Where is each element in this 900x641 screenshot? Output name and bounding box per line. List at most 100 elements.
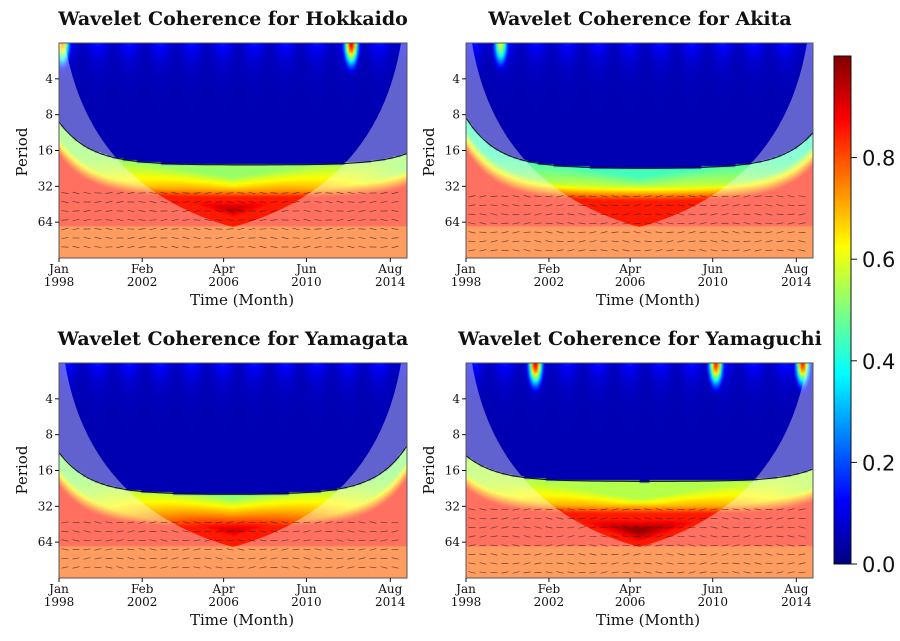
- y-tick-label: 64: [38, 215, 54, 229]
- x-tick-label: 1998: [44, 595, 75, 609]
- heatmap-area: [58, 42, 408, 259]
- y-tick-label: 64: [445, 215, 461, 229]
- y-axis-label: Period: [13, 127, 31, 176]
- x-tick-label: Apr: [212, 262, 235, 276]
- x-tick-label: Jan: [454, 262, 476, 276]
- x-tick-label: Jun: [294, 582, 317, 596]
- y-tick-label: 8: [45, 428, 53, 442]
- x-tick-label: Aug: [377, 262, 402, 276]
- x-tick-label: 2006: [208, 275, 239, 289]
- x-axis-label: Time (Month): [190, 611, 294, 629]
- colorbar-tick-label: 0.8: [862, 147, 895, 171]
- x-tick-label: 2002: [127, 275, 158, 289]
- y-tick-label: 8: [452, 428, 460, 442]
- colorbar-tick-label: 0.4: [862, 350, 895, 374]
- x-tick-label: Jan: [47, 582, 69, 596]
- x-tick-label: Aug: [783, 582, 808, 596]
- phase-arrows: [468, 508, 806, 574]
- x-tick-label: Jun: [701, 582, 724, 596]
- x-tick-label: 2006: [615, 275, 646, 289]
- y-tick-label: 4: [45, 72, 53, 86]
- x-tick-label: 2014: [375, 595, 406, 609]
- cone-of-influence: [466, 363, 813, 578]
- y-tick-label: 16: [445, 144, 460, 158]
- panel-title: Wavelet Coherence for Hokkaido: [57, 8, 408, 30]
- panel-title: Wavelet Coherence for Yamagata: [57, 328, 409, 350]
- coherence-field: [59, 43, 407, 258]
- x-tick-label: Feb: [538, 262, 561, 276]
- colorbar-ticks: 0.0 0.2 0.4 0.6 0.8: [851, 147, 895, 577]
- x-tick-label: 2014: [375, 275, 406, 289]
- x-tick-label: 2006: [615, 595, 646, 609]
- x-tick-label: Apr: [618, 262, 641, 276]
- y-tick-label: 4: [452, 392, 460, 406]
- x-tick-label: Aug: [783, 262, 808, 276]
- x-tick-label: 2002: [127, 595, 158, 609]
- y-tick-label: 64: [445, 535, 461, 549]
- x-tick-label: 1998: [451, 595, 482, 609]
- x-tick-label: 2010: [697, 275, 728, 289]
- significance-contour: [466, 455, 813, 482]
- x-tick-label: 2010: [291, 595, 322, 609]
- x-tick-label: Aug: [377, 582, 402, 596]
- x-tick-label: 2002: [534, 595, 565, 609]
- y-tick-label: 64: [38, 535, 54, 549]
- panel-akita: Wavelet Coherence for Akita Period Time …: [420, 8, 814, 309]
- colorbar-gradient: [833, 55, 852, 565]
- cone-of-influence: [59, 43, 407, 258]
- coherence-field: [59, 363, 407, 578]
- coherence-field: [466, 43, 813, 258]
- panel-yamaguchi: Wavelet Coherence for Yamaguchi Period T…: [420, 328, 822, 629]
- y-axis-label: Period: [420, 127, 438, 176]
- y-ticks: 4 8 16 32 64: [38, 72, 59, 229]
- x-tick-label: 1998: [451, 275, 482, 289]
- x-tick-label: Feb: [131, 262, 154, 276]
- x-tick-label: Jan: [454, 582, 476, 596]
- significance-contour: [59, 121, 407, 166]
- panel-title: Wavelet Coherence for Akita: [487, 8, 791, 30]
- y-axis-label: Period: [420, 445, 438, 494]
- x-axis-label: Time (Month): [596, 291, 700, 309]
- x-tick-label: Feb: [131, 582, 154, 596]
- colorbar-tick-label: 0.6: [862, 248, 895, 272]
- y-tick-label: 32: [38, 179, 53, 193]
- colorbar-tick-label: 0.0: [862, 553, 895, 577]
- cone-of-influence: [466, 43, 813, 258]
- x-tick-label: 2006: [208, 595, 239, 609]
- significance-contour: [59, 445, 407, 495]
- y-tick-label: 8: [452, 108, 460, 122]
- x-tick-label: 2002: [534, 275, 565, 289]
- y-tick-label: 4: [45, 392, 53, 406]
- coherence-field: [466, 363, 813, 578]
- phase-arrows: [61, 191, 399, 249]
- y-tick-label: 32: [445, 499, 460, 513]
- phase-arrows: [468, 195, 806, 252]
- significance-contour: [466, 117, 813, 169]
- colorbar-tick-label: 0.2: [862, 451, 895, 475]
- x-axis-label: Time (Month): [190, 291, 294, 309]
- x-tick-label: 2010: [697, 595, 728, 609]
- y-ticks: 4 8 16 32 64: [445, 72, 466, 229]
- phase-arrows: [61, 521, 399, 569]
- y-tick-label: 16: [445, 464, 460, 478]
- cone-of-influence: [59, 363, 407, 578]
- x-tick-label: 1998: [44, 275, 75, 289]
- heatmap-area: [465, 362, 814, 579]
- panel-hokkaido: Wavelet Coherence for Hokkaido Period Ti…: [13, 8, 408, 309]
- y-tick-label: 16: [38, 464, 53, 478]
- y-tick-label: 8: [45, 108, 53, 122]
- y-tick-label: 4: [452, 72, 460, 86]
- y-tick-label: 32: [445, 179, 460, 193]
- x-tick-label: Apr: [212, 582, 235, 596]
- panel-yamagata: Wavelet Coherence for Yamagata Period Ti…: [13, 328, 408, 629]
- x-tick-label: Jun: [294, 262, 317, 276]
- x-tick-label: Jan: [47, 262, 69, 276]
- x-tick-label: Apr: [618, 582, 641, 596]
- x-tick-label: Jun: [701, 262, 724, 276]
- x-tick-label: 2014: [781, 595, 812, 609]
- x-tick-label: Feb: [538, 582, 561, 596]
- x-tick-label: 2010: [291, 275, 322, 289]
